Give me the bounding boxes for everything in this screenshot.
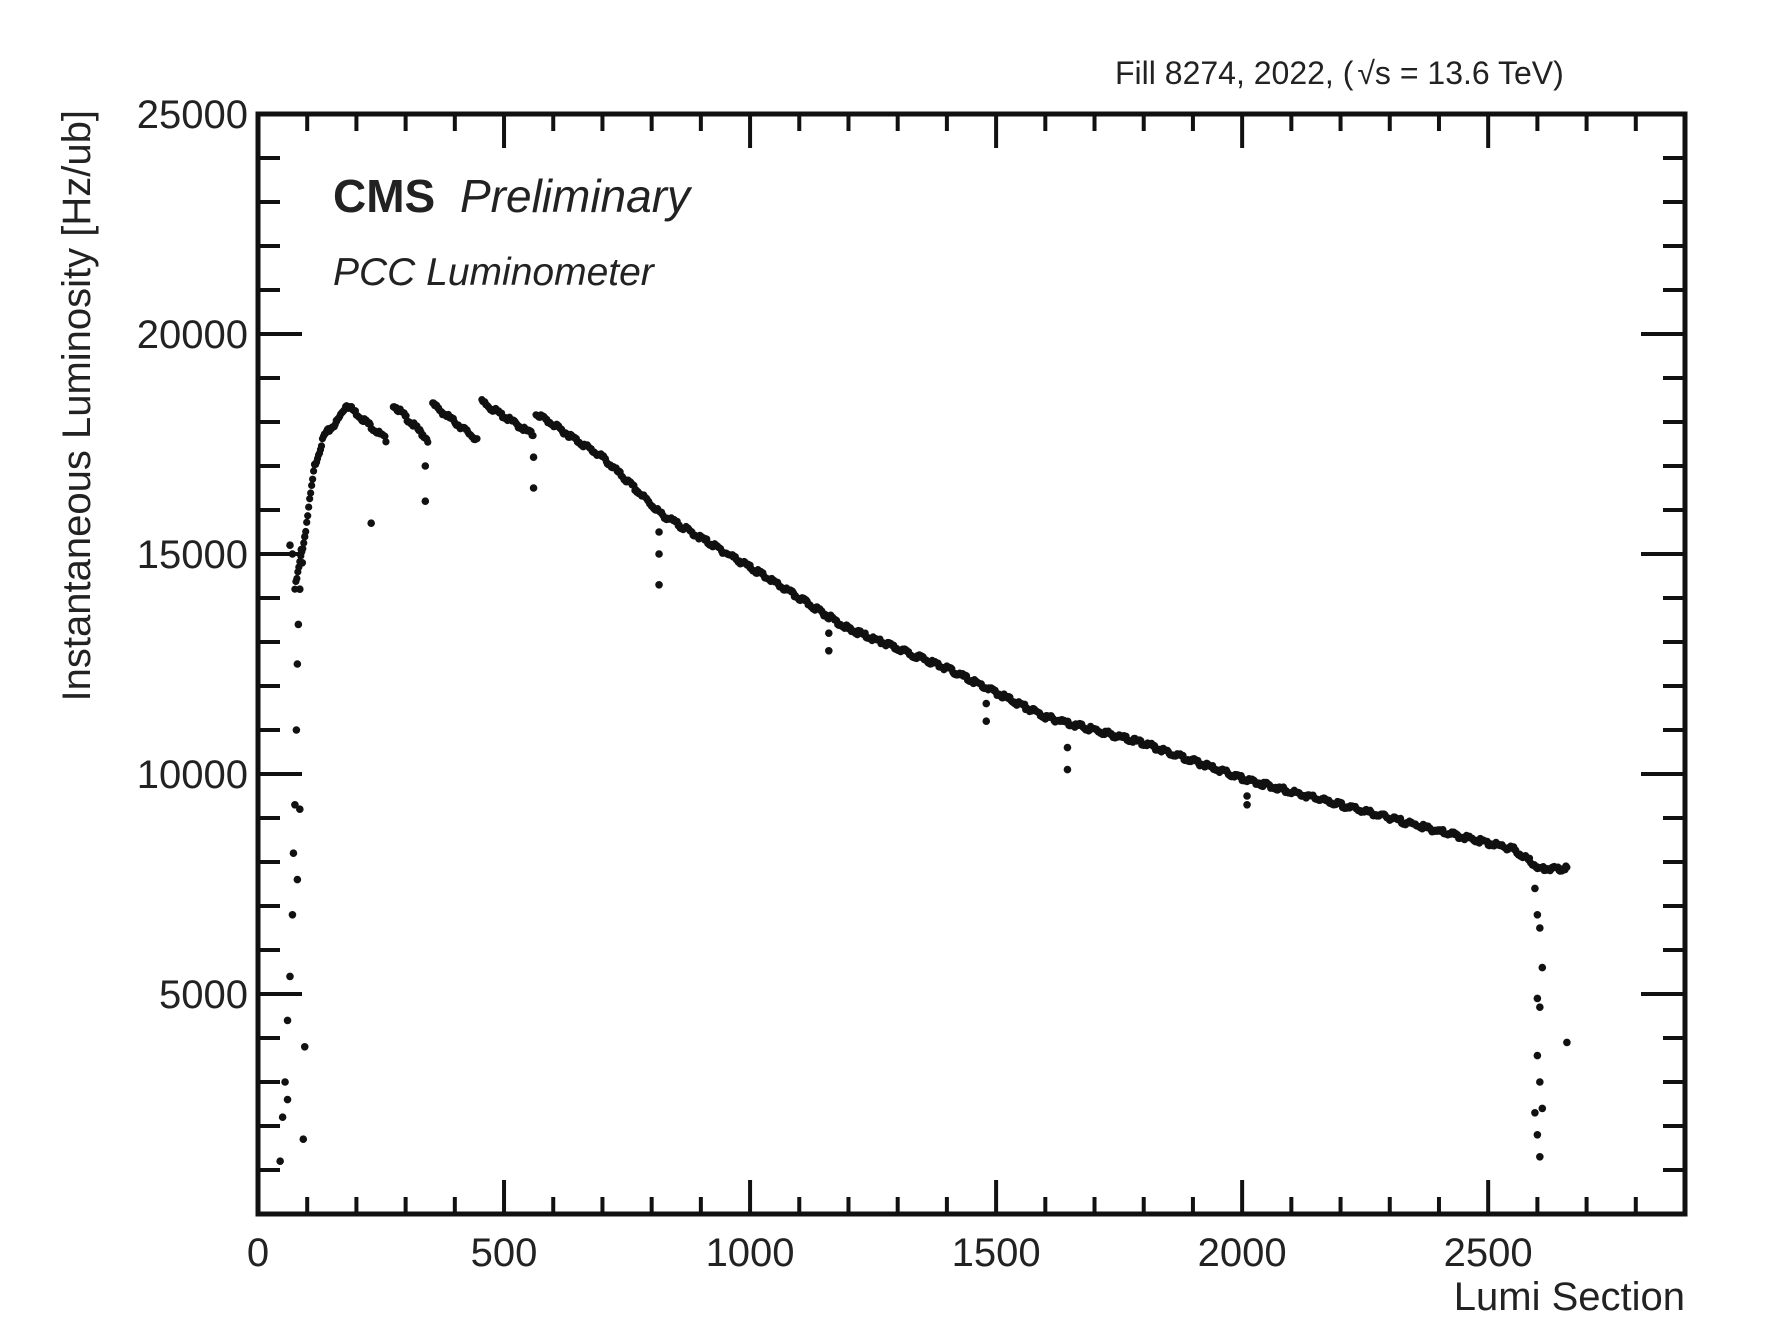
sqrt-s-label: s [1375, 55, 1391, 91]
outlier-point [529, 453, 538, 462]
outlier-point [296, 805, 304, 813]
outlier-point [283, 1095, 292, 1104]
data-point [310, 467, 318, 475]
outlier-point [1531, 1109, 1539, 1117]
x-tick-label: 1500 [952, 1231, 1041, 1275]
fill-info-text: Fill 8274, 2022, (√s = 13.6 TeV) [1115, 55, 1564, 91]
axis-ticks [256, 112, 1687, 1216]
outlier-point [1533, 911, 1542, 919]
y-tick-label: 15000 [137, 533, 248, 577]
outlier-point [291, 801, 299, 809]
data-point [473, 435, 481, 443]
outlier-point [286, 541, 294, 549]
outlier-point [294, 620, 303, 629]
outlier-point [1531, 884, 1539, 893]
data-point [304, 512, 312, 520]
outlier-point [1063, 743, 1072, 752]
y-tick-label: 25000 [137, 93, 248, 137]
outlier-point [289, 849, 298, 857]
tick-labels: 0 500 1000 1500 2000 2500 5000 10000 15000 20000 2… [137, 93, 1533, 1275]
outlier-point [297, 545, 306, 554]
y-tick-label: 20000 [137, 313, 248, 357]
outlier-point [655, 550, 663, 558]
outlier-point [278, 1113, 287, 1121]
outlier-point [293, 660, 302, 668]
outlier-point [288, 911, 297, 919]
data-point [382, 438, 390, 446]
outlier-point [1538, 1104, 1547, 1113]
outlier-point [1063, 765, 1072, 774]
outlier-point [1243, 801, 1251, 809]
x-tick-label: 1000 [706, 1231, 795, 1275]
outlier-point [296, 585, 304, 593]
y-axis-title: Instantaneous Luminosity [Hz/ub] [55, 110, 99, 701]
outlier-point [1536, 924, 1544, 932]
x-tick-label: 2500 [1444, 1231, 1533, 1275]
detector-label: PCC Luminometer [333, 251, 656, 294]
outlier-point [1538, 963, 1547, 972]
outlier-point [1533, 1131, 1542, 1139]
status-label: Preliminary [460, 170, 693, 222]
outlier-point [283, 1016, 292, 1025]
data-point [317, 442, 326, 450]
data-point [301, 533, 309, 541]
data-point [381, 432, 389, 440]
outlier-point [421, 462, 430, 470]
x-tick-label: 0 [247, 1231, 269, 1275]
outlier-point [367, 519, 375, 527]
data-points [276, 396, 1571, 1165]
outlier-point [655, 581, 663, 589]
outlier-point [292, 726, 301, 734]
data-point [303, 518, 311, 526]
x-tick-label: 2000 [1198, 1231, 1287, 1275]
outlier-point [288, 550, 297, 558]
y-tick-label: 10000 [137, 753, 248, 797]
plot-frame [255, 111, 1688, 1217]
outlier-point [1243, 792, 1251, 800]
outlier-point [1536, 1153, 1544, 1161]
data-point [424, 438, 432, 446]
y-tick-label: 5000 [159, 973, 248, 1017]
outlier-point [1536, 1078, 1544, 1086]
outlier-point [281, 1078, 289, 1086]
outlier-point [299, 1135, 308, 1143]
outlier-point [298, 559, 307, 567]
outlier-point [982, 717, 991, 725]
sqrt-symbol: √ [1357, 55, 1375, 91]
outlier-point [982, 699, 991, 708]
outlier-point [1563, 1038, 1571, 1047]
x-tick-label: 500 [471, 1231, 538, 1275]
outlier-point [286, 972, 294, 981]
outlier-point [1536, 1003, 1544, 1011]
data-point [306, 495, 314, 503]
fill-info-prefix: Fill 8274, 2022, ( [1115, 55, 1354, 91]
outlier-point [825, 647, 833, 655]
outlier-point [655, 528, 663, 536]
data-point [293, 574, 301, 583]
outlier-point [1533, 1051, 1542, 1060]
data-point [305, 503, 313, 511]
outlier-point [293, 875, 302, 884]
experiment-label: CMS [333, 170, 435, 222]
x-axis-title: Lumi Section [1454, 1275, 1685, 1319]
data-point [309, 475, 317, 483]
data-point [300, 539, 308, 547]
outlier-point [421, 497, 430, 506]
outlier-point [300, 1043, 309, 1051]
data-point [302, 527, 310, 536]
outlier-point [825, 629, 833, 637]
data-point [1563, 863, 1571, 871]
outlier-point [276, 1157, 284, 1165]
outlier-point [529, 484, 538, 492]
data-point [307, 489, 315, 497]
data-point [308, 481, 316, 490]
energy-label: = 13.6 TeV) [1391, 55, 1564, 91]
outlier-point [1533, 994, 1542, 1003]
data-point [529, 431, 537, 440]
